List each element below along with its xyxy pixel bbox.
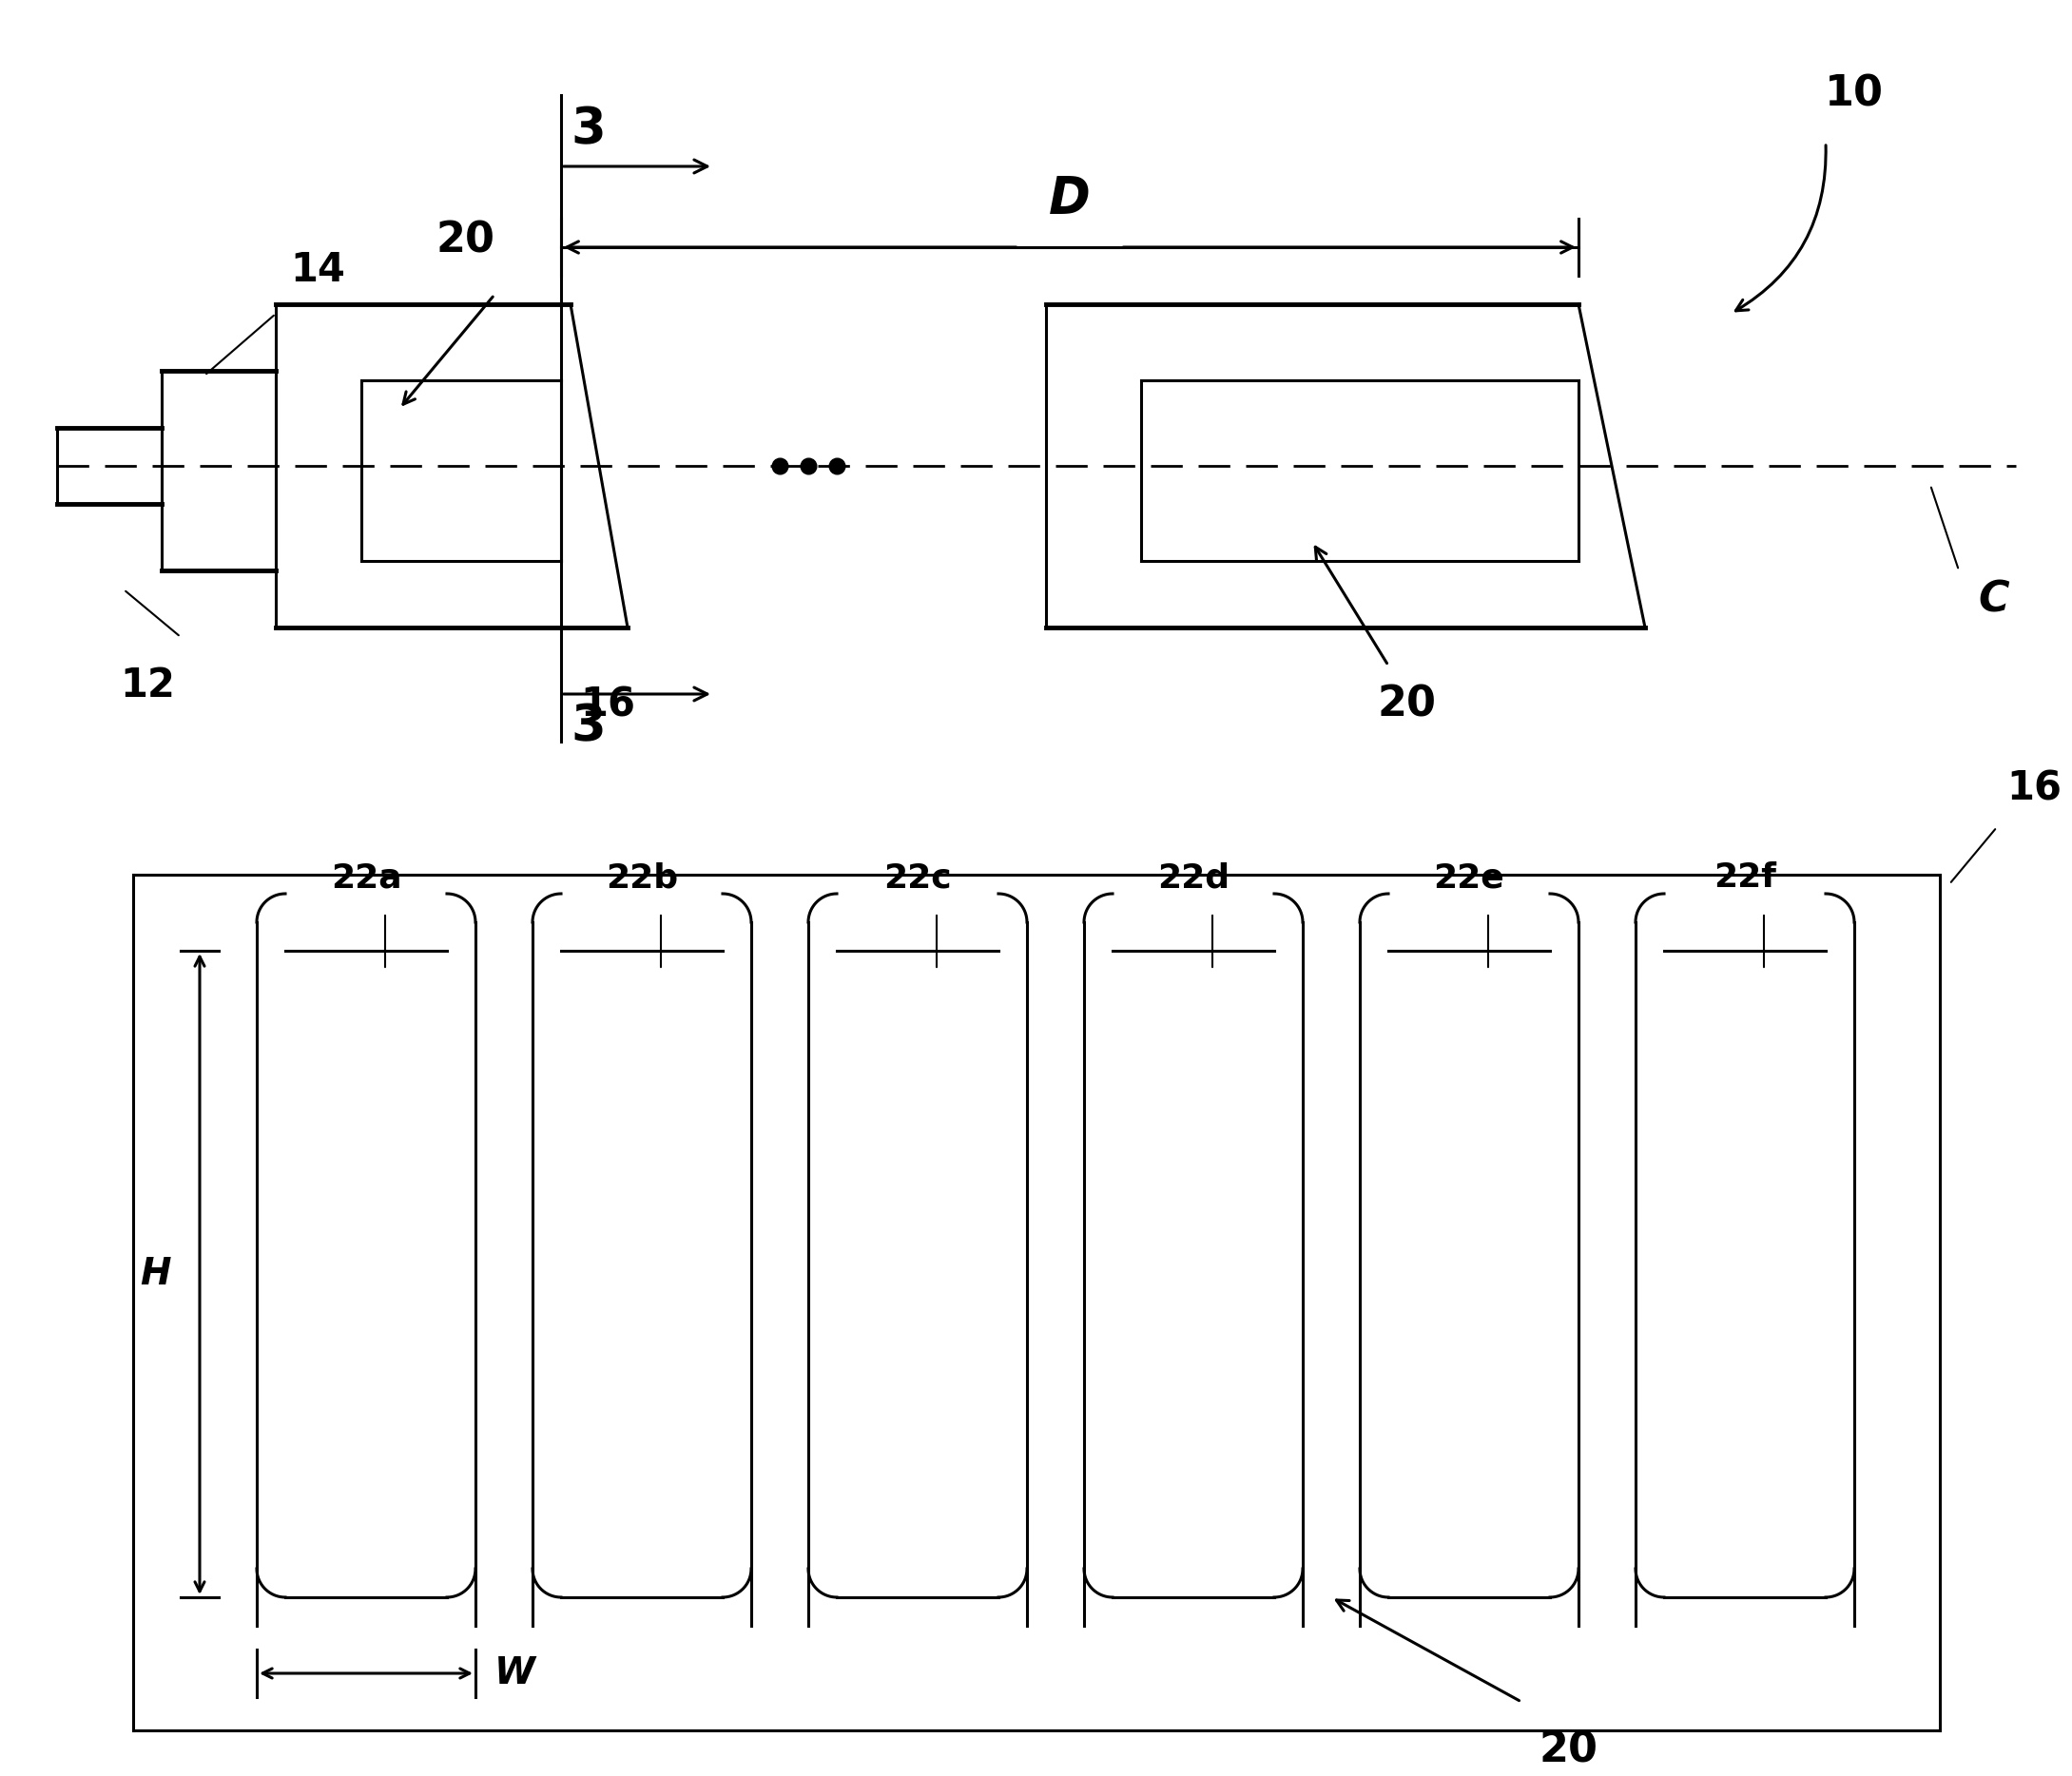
Text: 22e: 22e bbox=[1434, 861, 1504, 893]
Text: 14: 14 bbox=[290, 250, 346, 289]
Text: 22c: 22c bbox=[883, 861, 951, 893]
Text: 22d: 22d bbox=[1156, 861, 1229, 893]
Text: 16: 16 bbox=[2006, 769, 2062, 808]
Text: 20: 20 bbox=[437, 220, 495, 261]
Text: 20: 20 bbox=[1539, 1730, 1598, 1771]
Text: 3: 3 bbox=[570, 702, 605, 751]
Text: 22a: 22a bbox=[332, 861, 402, 893]
Text: 3: 3 bbox=[570, 105, 605, 155]
Text: 12: 12 bbox=[120, 666, 174, 705]
Text: H: H bbox=[141, 1256, 172, 1293]
Text: 20: 20 bbox=[1378, 684, 1436, 725]
Text: 22f: 22f bbox=[1714, 861, 1776, 893]
Text: 22b: 22b bbox=[605, 861, 678, 893]
Text: C: C bbox=[1979, 581, 2010, 622]
Text: D: D bbox=[1048, 174, 1090, 224]
Text: 16: 16 bbox=[580, 684, 636, 725]
Text: 10: 10 bbox=[1825, 73, 1883, 114]
Text: W: W bbox=[495, 1655, 535, 1691]
